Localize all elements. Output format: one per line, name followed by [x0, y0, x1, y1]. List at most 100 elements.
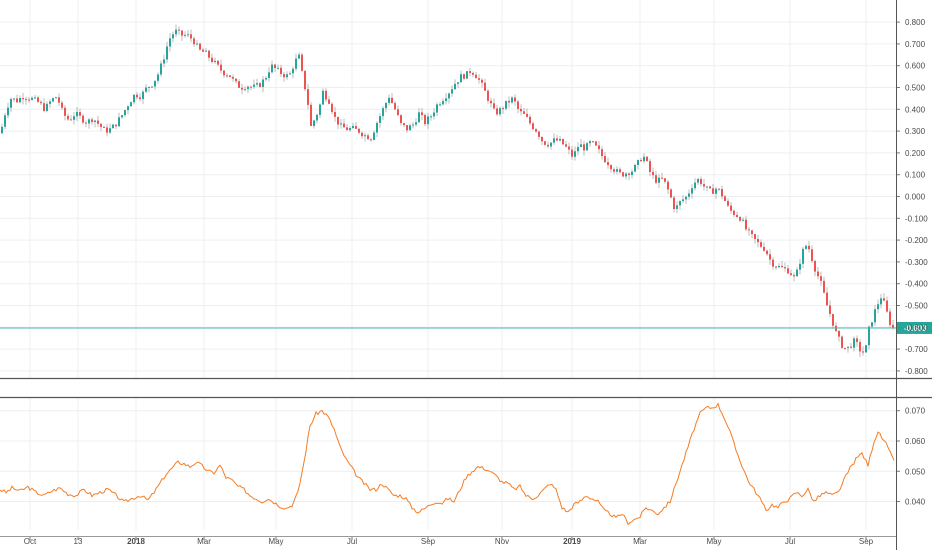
- candle-body: [73, 116, 75, 120]
- candle: [694, 178, 696, 191]
- candle-body: [853, 338, 855, 348]
- candle-body: [487, 90, 489, 101]
- candle-body: [112, 124, 114, 129]
- candle: [568, 142, 570, 155]
- candle-body: [748, 229, 750, 231]
- candle-body: [640, 159, 642, 162]
- candle-body: [607, 162, 609, 166]
- candle: [76, 106, 78, 121]
- candle-body: [712, 188, 714, 194]
- candle: [292, 66, 294, 79]
- candle: [592, 140, 594, 143]
- candle: [508, 96, 510, 108]
- candle: [631, 169, 633, 179]
- candle: [790, 269, 792, 276]
- candle-body: [538, 131, 540, 137]
- candle: [493, 98, 495, 110]
- candle: [433, 108, 435, 120]
- candle: [580, 138, 582, 148]
- candle: [229, 75, 231, 78]
- candle-body: [19, 98, 21, 103]
- candle: [550, 142, 552, 150]
- candle-body: [730, 205, 732, 211]
- candle-body: [589, 141, 591, 144]
- candle-body: [187, 34, 189, 36]
- candle: [196, 40, 198, 46]
- candle: [289, 71, 291, 75]
- candle-body: [262, 79, 264, 87]
- candle: [259, 81, 261, 88]
- indicator-line: [0, 402, 895, 526]
- candle-body: [880, 298, 882, 305]
- candle: [232, 74, 234, 82]
- candle: [223, 69, 225, 78]
- candle: [565, 140, 567, 148]
- candle: [826, 287, 828, 306]
- candle: [235, 78, 237, 84]
- candle-body: [88, 119, 90, 124]
- candle: [130, 101, 132, 107]
- candle-body: [283, 74, 285, 78]
- candle-body: [49, 101, 51, 104]
- candle: [676, 201, 678, 214]
- candle: [7, 102, 9, 119]
- candle: [454, 79, 456, 90]
- candle-body: [745, 219, 747, 230]
- candle-body: [709, 186, 711, 189]
- y-tick-label: 0.100: [905, 171, 926, 180]
- candle: [61, 100, 63, 111]
- candle-body: [196, 43, 198, 45]
- candle: [874, 305, 876, 327]
- candle-body: [316, 114, 318, 121]
- candle-body: [106, 127, 108, 133]
- candle-body: [457, 82, 459, 84]
- candle: [634, 163, 636, 173]
- candle: [286, 71, 288, 81]
- candle: [448, 92, 450, 104]
- candle-body: [13, 98, 15, 100]
- candle: [190, 29, 192, 43]
- candle: [346, 124, 348, 131]
- y-tick-label: 0.000: [905, 193, 926, 202]
- candle-body: [631, 171, 633, 176]
- candle: [70, 115, 72, 121]
- candle: [637, 159, 639, 170]
- candle-body: [526, 113, 528, 117]
- candle: [400, 114, 402, 126]
- candle-body: [535, 129, 537, 132]
- candle: [361, 131, 363, 139]
- candle-body: [70, 119, 72, 121]
- candle: [643, 153, 645, 164]
- candle: [835, 322, 837, 333]
- candle: [421, 107, 423, 121]
- candle: [706, 186, 708, 192]
- candle-body: [103, 126, 105, 128]
- last-price-line: -0.603: [0, 321, 932, 334]
- candle: [628, 172, 630, 181]
- candle-body: [772, 259, 774, 267]
- candle: [670, 187, 672, 199]
- candle-body: [226, 75, 228, 77]
- candle: [799, 258, 801, 275]
- candle: [181, 30, 183, 41]
- candle: [820, 271, 822, 286]
- candle-body: [244, 89, 246, 91]
- candle-body: [481, 79, 483, 83]
- y-tick-label: -0.300: [905, 258, 928, 267]
- candle: [883, 293, 885, 302]
- candle: [562, 138, 564, 145]
- candle: [310, 101, 312, 127]
- candle-body: [307, 89, 309, 105]
- candle-body: [418, 112, 420, 123]
- candle: [424, 113, 426, 127]
- candle-body: [565, 144, 567, 147]
- candle-body: [175, 29, 177, 35]
- candle: [364, 132, 366, 142]
- candle-body: [547, 144, 549, 147]
- candle: [598, 141, 600, 154]
- candle: [241, 83, 243, 95]
- grid-layer: [0, 0, 896, 530]
- candle-body: [313, 120, 315, 126]
